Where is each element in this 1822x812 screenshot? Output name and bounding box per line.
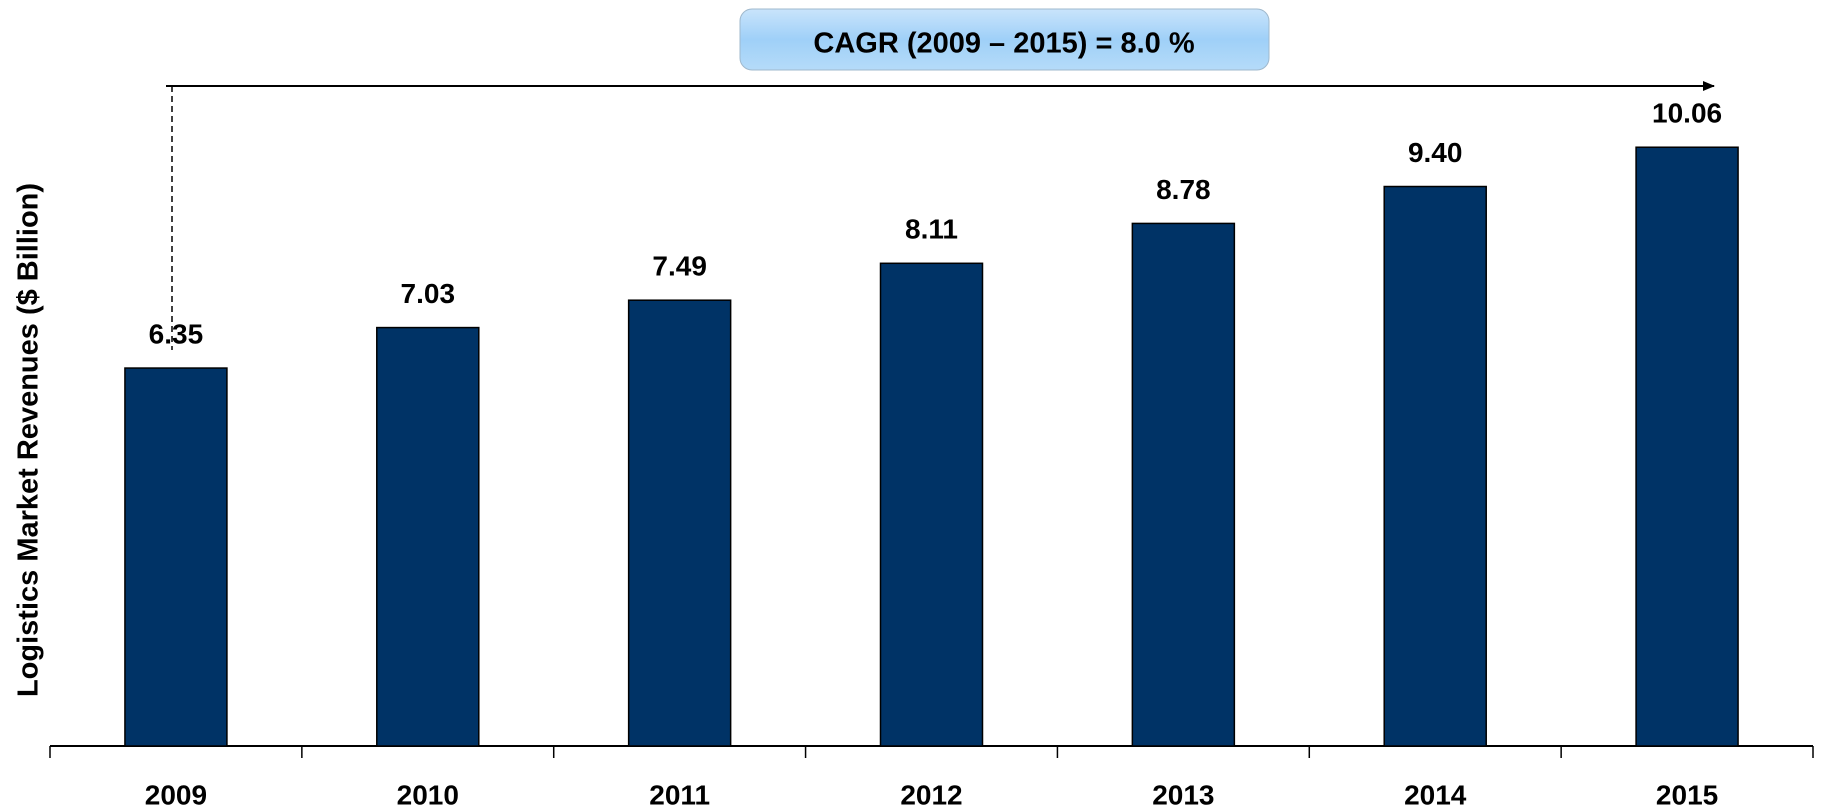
data-label: 8.78	[1156, 174, 1211, 205]
x-tick-label: 2010	[397, 779, 459, 810]
bar	[879, 262, 984, 747]
x-tick-label: 2013	[1152, 779, 1214, 810]
data-label: 10.06	[1652, 98, 1722, 129]
bar	[1383, 185, 1487, 747]
x-tick-label: 2015	[1656, 779, 1718, 810]
bar	[1635, 146, 1739, 747]
bar	[124, 367, 228, 747]
x-tick-label: 2014	[1404, 779, 1467, 810]
bar	[627, 299, 732, 747]
bar	[1131, 222, 1236, 747]
x-tick-label: 2009	[145, 779, 207, 810]
annotation: CAGR (2009 – 2015) = 8.0 %	[813, 28, 1194, 60]
data-label: 6.35	[149, 318, 204, 349]
annotation-box	[739, 8, 1270, 71]
data-label: 9.40	[1408, 137, 1463, 168]
data-label: 7.03	[401, 278, 456, 309]
data-label: 8.11	[905, 214, 958, 245]
bar	[376, 326, 480, 747]
data-label: 7.49	[652, 251, 707, 282]
x-tick-label: 2011	[649, 779, 710, 810]
x-tick-label: 2012	[900, 779, 962, 810]
y-axis-label: Logistics Market Revenues ($ Billion)	[13, 183, 45, 697]
